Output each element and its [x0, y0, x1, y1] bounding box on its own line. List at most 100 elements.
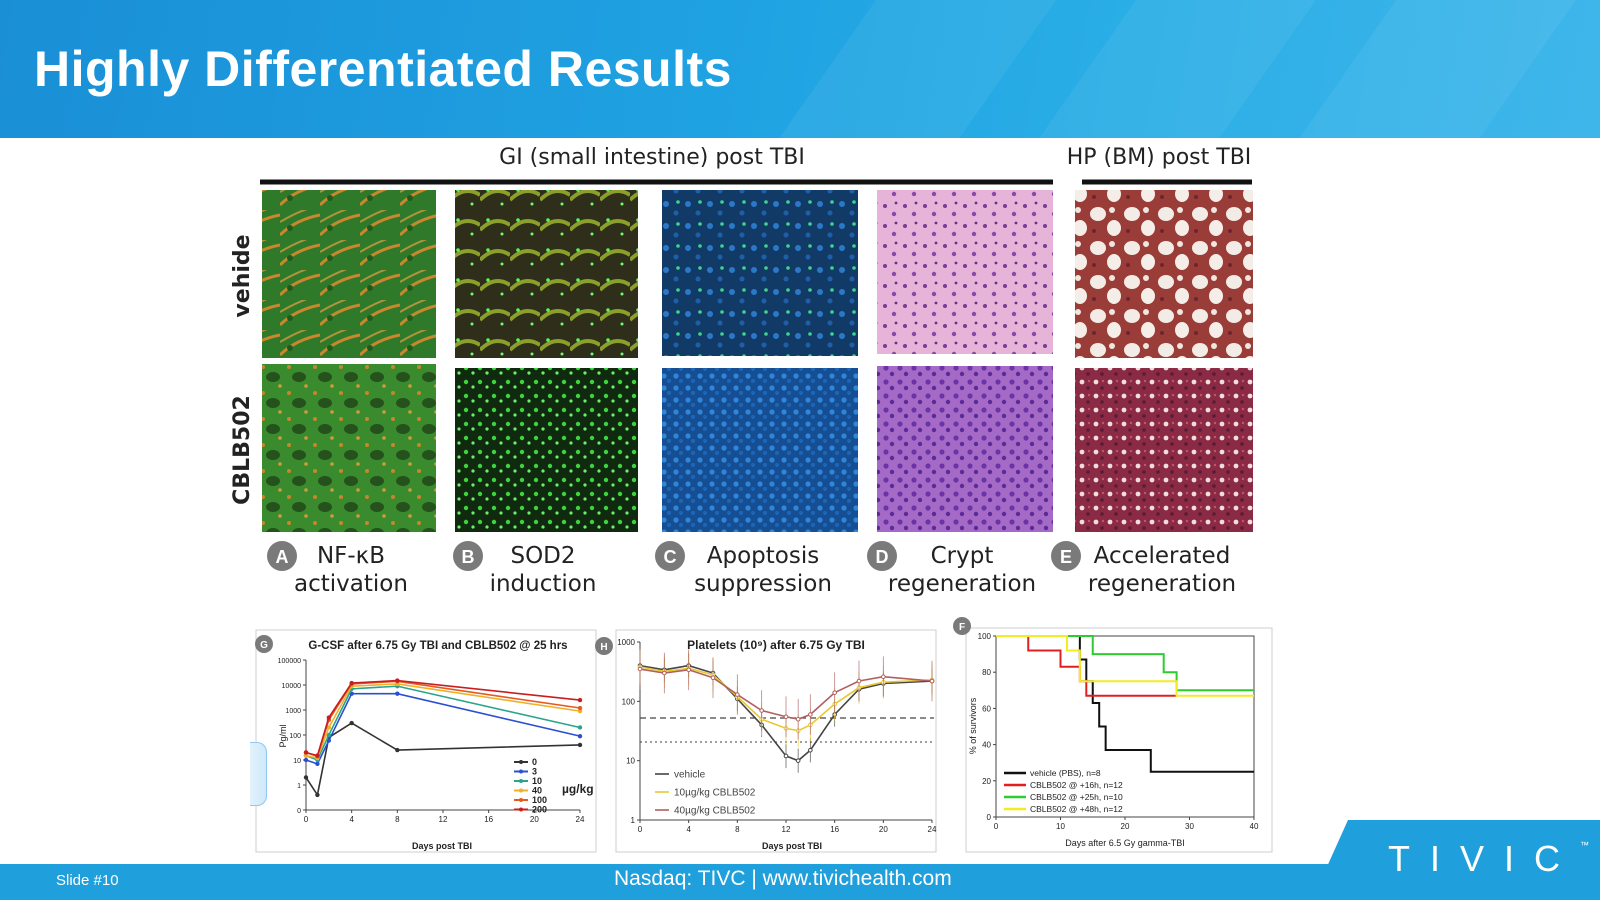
slide-number: Slide #10: [56, 872, 119, 889]
side-tab: [250, 742, 267, 806]
svg-text:Apoptosis: Apoptosis: [707, 543, 819, 569]
x-tick-label: 30: [1185, 822, 1194, 831]
data-point: [577, 725, 583, 730]
chart-survival-legend: vehicle (PBS), n=8 CBLB502 @ +16h, n=12 CB…: [1004, 768, 1123, 814]
series-line-0: [305, 722, 581, 798]
data-point: [929, 678, 935, 684]
x-tick-label: 12: [782, 825, 791, 834]
micrograph-e-cblb502: [1075, 368, 1253, 532]
chart-gcsf: G G-CSF after 6.75 Gy TBI and CBLB502 @ …: [255, 629, 597, 853]
svg-text:Accelerated: Accelerated: [1094, 543, 1231, 569]
y-tick-label: 10000: [282, 683, 302, 690]
x-tick-label: 16: [484, 815, 493, 824]
chart-survival-axes: 100 80 60 40 20 00 10 20 30 40: [978, 632, 1259, 831]
data-point: [783, 714, 789, 720]
svg-text:activation: activation: [294, 571, 408, 597]
data-point: [326, 732, 332, 738]
chart-survival-plot: [996, 635, 1254, 773]
chart-gcsf-title: G-CSF after 6.75 Gy TBI and CBLB502 @ 25…: [308, 640, 567, 652]
data-point: [303, 775, 309, 780]
legend-label: 100: [532, 795, 547, 805]
legend-label: 10µg/kg CBLB502: [674, 788, 756, 799]
header-banner: Highly Differentiated Results: [0, 0, 1600, 138]
data-point: [315, 792, 320, 798]
data-point: [735, 692, 740, 697]
data-point: [395, 691, 400, 696]
chart-platelets-plot: [637, 648, 935, 773]
data-point: [808, 712, 813, 717]
panel-caption-b: B SOD2 induction: [453, 541, 596, 597]
chart-gcsf-unit: µg/kg: [562, 782, 594, 796]
legend-label: vehicle (PBS), n=8: [1030, 768, 1101, 778]
data-point: [881, 674, 886, 680]
x-tick-label: 40: [1250, 822, 1259, 831]
data-point: [315, 761, 320, 767]
legend-marker: [519, 760, 523, 764]
svg-text:D: D: [876, 547, 889, 567]
legend-marker: [519, 779, 523, 783]
data-point: [303, 757, 309, 763]
micrograph-b-cblb502: [455, 368, 638, 532]
y-tick-label: 0: [987, 813, 992, 822]
page-title: Highly Differentiated Results: [34, 41, 732, 97]
data-point: [808, 747, 813, 753]
data-point: [759, 708, 764, 713]
chart-survival-letter: F: [959, 622, 965, 633]
chart-gcsf-letter: G: [260, 640, 268, 651]
legend-label: 40µg/kg CBLB502: [674, 806, 756, 817]
legend-label: 3: [532, 767, 537, 777]
data-point: [783, 753, 789, 759]
micrograph-c-cblb502: [662, 368, 858, 532]
legend-label: 10: [532, 776, 542, 786]
data-point: [303, 750, 309, 755]
svg-text:suppression: suppression: [694, 571, 832, 597]
data-point: [326, 738, 332, 743]
chart-survival: F % of survivors Days after 6.5 Gy gamma…: [953, 617, 1273, 853]
svg-text:B: B: [462, 547, 475, 567]
chart-platelets-badge: [595, 637, 613, 655]
data-point: [349, 680, 354, 686]
data-point: [795, 716, 801, 722]
y-tick-label: 1000: [285, 708, 301, 715]
chart-platelets-letter: H: [600, 642, 607, 653]
x-tick-label: 16: [830, 825, 839, 834]
chart-gcsf-plot: [303, 678, 583, 798]
micrograph-d-cblb502: [877, 366, 1053, 532]
footer-contact: Nasdaq: TIVC | www.tivichealth.com: [614, 867, 952, 890]
chart-survival-ylabel: % of survivors: [968, 697, 978, 754]
company-logo: TIVIC™: [1388, 838, 1589, 880]
data-point: [662, 670, 667, 676]
chart-survival-badge: [953, 617, 971, 635]
panel-caption-e: E Accelerated regeneration: [1051, 541, 1236, 597]
svg-text:C: C: [664, 547, 677, 567]
micrograph-a-vehicle: [262, 190, 436, 358]
legend-marker: [519, 798, 523, 802]
legend-label: vehicle: [674, 770, 706, 781]
data-point: [686, 667, 691, 673]
legend-label: CBLB502 @ +25h, n=10: [1030, 792, 1123, 802]
svg-text:regeneration: regeneration: [1088, 571, 1236, 597]
data-point: [832, 690, 837, 695]
svg-text:regeneration: regeneration: [888, 571, 1036, 597]
legend-marker: [519, 769, 523, 774]
micrograph-b-vehicle: [455, 190, 638, 358]
y-tick-label: 100: [289, 733, 301, 740]
data-point: [326, 725, 332, 730]
panel-caption-c: C Apoptosis suppression: [655, 541, 832, 597]
micrograph-c-vehicle: [662, 190, 858, 356]
data-point: [577, 705, 583, 711]
data-point: [577, 742, 583, 748]
panel-caption-a: A NF-κB activation: [267, 541, 408, 597]
x-tick-label: 0: [994, 822, 999, 831]
y-tick-label: 1: [297, 783, 301, 790]
x-tick-label: 0: [638, 825, 643, 834]
y-tick-label: 60: [982, 704, 991, 713]
chart-gcsf-badge: [255, 635, 273, 653]
x-tick-label: 24: [928, 825, 937, 834]
data-point: [577, 733, 583, 739]
y-tick-label: 20: [982, 777, 991, 786]
legend-label: 0: [532, 757, 537, 767]
row-label-cblb502: CBLB502: [230, 395, 255, 505]
